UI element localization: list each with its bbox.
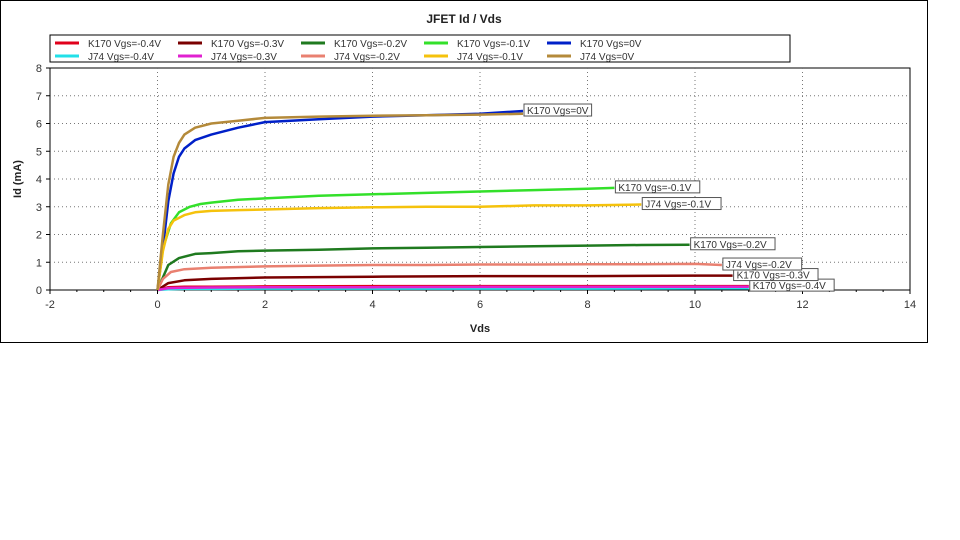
series-line-j74-vgs-0v xyxy=(156,112,524,291)
legend-label: K170 Vgs=-0.2V xyxy=(334,39,407,50)
x-tick-label: -2 xyxy=(45,299,55,311)
series-line-k170-vgs-0-3v xyxy=(156,274,733,292)
data-label-box xyxy=(690,237,776,251)
y-tick-label: 1 xyxy=(36,257,42,269)
series-line-k170-vgs-0-1v xyxy=(156,186,615,291)
x-tick-label: 0 xyxy=(154,299,160,311)
legend-item-j74-vgs-0-3v: J74 Vgs=-0.3V xyxy=(178,52,277,63)
legend-label: K170 Vgs=-0.3V xyxy=(211,39,284,50)
data-label-text: K170 Vgs=-0.1V xyxy=(618,183,691,194)
data-label-text: K170 Vgs=-0.3V xyxy=(737,271,810,282)
x-tick-label: 14 xyxy=(904,299,916,311)
y-tick-label: 7 xyxy=(36,91,42,103)
y-axis-label: Id (mA) xyxy=(12,160,24,198)
data-label-box xyxy=(523,103,593,117)
data-label-j74-vgs-0-1v: J74 Vgs=-0.1V xyxy=(641,197,722,211)
data-label-box xyxy=(641,197,722,211)
legend-item-j74-vgs-0-2v: J74 Vgs=-0.2V xyxy=(301,52,400,63)
legend-label: K170 Vgs=-0.4V xyxy=(88,39,161,50)
data-label-text: J74 Vgs=-0.1V xyxy=(645,200,711,211)
legend-item-k170-vgs-0-3v: K170 Vgs=-0.3V xyxy=(178,39,284,50)
legend-label: K170 Vgs=-0.1V xyxy=(457,39,530,50)
series-line-j74-vgs-0-1v xyxy=(156,203,642,291)
data-label-box xyxy=(722,257,803,271)
chart-canvas: JFET Id / Vds K170 Vgs=-0.4V K170 Vgs=-0.… xyxy=(12,12,916,335)
legend-label: J74 Vgs=-0.3V xyxy=(211,52,277,63)
legend-item-k170-vgs-0-4v: K170 Vgs=-0.4V xyxy=(55,39,161,50)
legend-item-k170-vgs-0v: K170 Vgs=0V xyxy=(547,39,642,50)
series-line-j74-vgs-0-2v xyxy=(156,262,722,291)
y-tick-label: 5 xyxy=(36,146,42,158)
y-tick-label: 3 xyxy=(36,202,42,214)
data-label-k170-vgs-0-1v: K170 Vgs=-0.1V xyxy=(614,180,701,194)
legend-item-k170-vgs-0-2v: K170 Vgs=-0.2V xyxy=(301,39,407,50)
legend-item-j74-vgs-0-4v: J74 Vgs=-0.4V xyxy=(55,52,154,63)
y-tick-label: 8 xyxy=(36,63,42,75)
y-tick-label: 6 xyxy=(36,119,42,131)
legend-item-j74-vgs-0-1v: J74 Vgs=-0.1V xyxy=(424,52,523,63)
data-label-k170-vgs-0-3v: K170 Vgs=-0.3V xyxy=(733,268,819,282)
chart-title: JFET Id / Vds xyxy=(426,12,502,26)
series-line-k170-vgs-0-2v xyxy=(156,243,690,291)
data-label-box xyxy=(614,180,701,194)
x-tick-label: 12 xyxy=(796,299,808,311)
y-tick-label: 2 xyxy=(36,230,42,242)
legend-box xyxy=(49,34,791,63)
y-tick-label: 0 xyxy=(36,285,42,297)
x-tick-label: 4 xyxy=(369,299,375,311)
legend-item-j74-vgs-0v: J74 Vgs=0V xyxy=(547,52,635,63)
legend-label: J74 Vgs=-0.2V xyxy=(334,52,400,63)
x-tick-label: 2 xyxy=(262,299,268,311)
series-line-j74-vgs-0-3v xyxy=(157,285,749,292)
data-label-k170-vgs-0v: K170 Vgs=0V xyxy=(523,103,593,117)
data-label-k170-vgs-0-2v: K170 Vgs=-0.2V xyxy=(690,237,776,251)
legend-item-k170-vgs-0-1v: K170 Vgs=-0.1V xyxy=(424,39,530,50)
data-label-text: K170 Vgs=-0.4V xyxy=(753,281,826,292)
chart-frame: JFET Id / Vds K170 Vgs=-0.4V K170 Vgs=-0.… xyxy=(0,0,928,343)
x-axis-label: Vds xyxy=(470,323,490,335)
legend-label: J74 Vgs=0V xyxy=(580,52,635,63)
x-tick-label: 10 xyxy=(689,299,701,311)
legend-label: J74 Vgs=-0.4V xyxy=(88,52,154,63)
y-tick-label: 4 xyxy=(36,174,42,186)
data-label-text: K170 Vgs=-0.2V xyxy=(694,240,767,251)
series-layer xyxy=(156,109,749,292)
data-label-text: K170 Vgs=0V xyxy=(527,106,589,117)
legend-label: K170 Vgs=0V xyxy=(580,39,642,50)
data-label-text: J74 Vgs=-0.2V xyxy=(726,260,792,271)
legend: K170 Vgs=-0.4V K170 Vgs=-0.3V K170 Vgs=-0.… xyxy=(49,34,791,63)
x-tick-label: 6 xyxy=(477,299,483,311)
legend-label: J74 Vgs=-0.1V xyxy=(457,52,523,63)
x-tick-label: 8 xyxy=(584,299,590,311)
data-label-j74-vgs-0-2v: J74 Vgs=-0.2V xyxy=(722,257,803,271)
